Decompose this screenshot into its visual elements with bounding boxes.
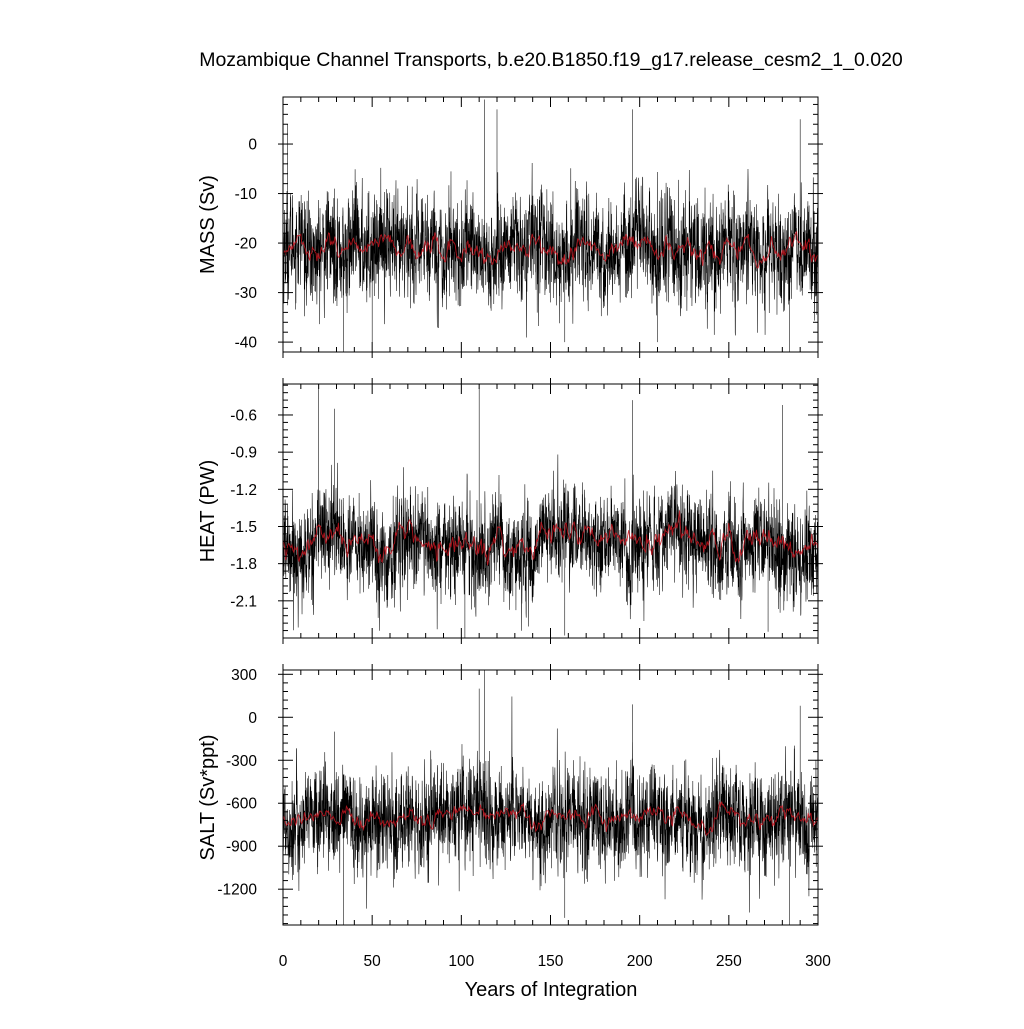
series-smoothed-2 <box>283 510 818 566</box>
y-tick-label: -0.6 <box>230 407 257 424</box>
y-tick-label: -600 <box>226 796 257 813</box>
y-axis-title-3: SALT (Sv*ppt) <box>197 735 219 861</box>
y-tick-label: 0 <box>248 710 257 727</box>
series-smoothed-3 <box>283 800 818 837</box>
x-tick-label: 150 <box>538 953 564 970</box>
y-tick-label: -1.2 <box>230 482 257 499</box>
panel-3: 300 0 -300 -600 -900 -1200 SALT (Sv*ppt) <box>197 667 823 926</box>
y-tick-label: -900 <box>226 839 257 856</box>
y-tick-label: -40 <box>235 335 258 352</box>
x-tick-label: 0 <box>279 953 288 970</box>
y-tick-label: -1.5 <box>230 519 257 536</box>
panel-1: 0 -10 -20 -30 -40 MASS (Sv) <box>197 96 823 384</box>
series-smoothed-1 <box>283 230 818 269</box>
y-tick-label: -1200 <box>217 882 257 899</box>
y-tick-label: -10 <box>235 186 258 203</box>
y-tick-label: -300 <box>226 753 257 770</box>
x-tick-label: 50 <box>364 953 382 970</box>
y-tick-label: -30 <box>235 285 258 302</box>
y-tick-label: -2.1 <box>230 593 257 610</box>
panel-2: -0.6 -0.9 -1.2 -1.5 -1.8 -2.1 HEAT (PW) <box>197 383 823 670</box>
series-raw-2 <box>283 384 818 638</box>
y-tick-label: 300 <box>231 667 257 684</box>
x-tick-label: 300 <box>805 953 831 970</box>
x-tick-label: 200 <box>627 953 653 970</box>
y-tick-label: 0 <box>248 137 257 154</box>
series-raw-3 <box>283 670 818 925</box>
x-axis-title: Years of Integration <box>465 979 638 1001</box>
x-tick-label: 100 <box>448 953 474 970</box>
x-tick-label: 250 <box>716 953 742 970</box>
y-tick-label: -20 <box>235 236 258 253</box>
y-axis-title-1: MASS (Sv) <box>197 175 219 274</box>
series-raw-1 <box>283 99 818 352</box>
y-tick-label: -0.9 <box>230 445 257 462</box>
y-tick-label: -1.8 <box>230 556 257 573</box>
y-axis-title-2: HEAT (PW) <box>197 460 219 563</box>
panel-frame-3 <box>282 669 819 926</box>
chart-title: Mozambique Channel Transports, b.e20.B18… <box>199 49 903 71</box>
